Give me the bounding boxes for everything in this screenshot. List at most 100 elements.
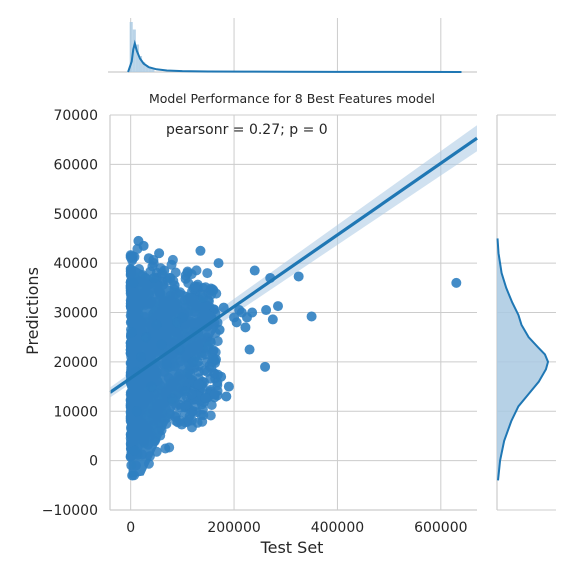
- scatter-point: [131, 406, 142, 417]
- scatter-point: [197, 416, 208, 427]
- scatter-point: [143, 253, 154, 264]
- scatter-point: [216, 371, 227, 382]
- scatter-point: [170, 411, 181, 422]
- scatter-point: [126, 327, 137, 338]
- y-tick-label: 30000: [53, 306, 98, 322]
- scatter-point: [293, 271, 304, 282]
- scatter-point: [129, 445, 140, 456]
- marginal-y-kde-fill: [497, 238, 548, 481]
- scatter-point: [185, 369, 196, 380]
- scatter-point: [202, 268, 213, 279]
- marginal-x-hist-bar: [135, 44, 139, 72]
- scatter-point: [200, 392, 211, 403]
- scatter-point: [126, 251, 137, 262]
- scatter-point: [240, 322, 251, 333]
- scatter-point: [261, 305, 272, 316]
- scatter-point: [172, 317, 183, 328]
- marginal-x-hist-bar: [151, 68, 155, 72]
- scatter-point: [154, 248, 165, 259]
- marginal-x-hist-bar: [138, 56, 143, 72]
- scatter-point: [193, 379, 204, 390]
- scatter-point: [183, 414, 194, 425]
- scatter-point: [267, 314, 278, 325]
- y-tick-label: 60000: [53, 157, 98, 173]
- y-tick-label: 50000: [53, 207, 98, 223]
- scatter-point: [159, 265, 170, 276]
- scatter-point: [249, 265, 260, 276]
- x-tick-label: 600000: [414, 520, 467, 536]
- x-tick-label: 0: [126, 520, 135, 536]
- scatter-point: [200, 349, 211, 360]
- scatter-point: [209, 389, 220, 400]
- scatter-point: [229, 312, 240, 323]
- x-tick-label: 400000: [311, 520, 364, 536]
- scatter-point: [151, 319, 162, 330]
- chart-title: Model Performance for 8 Best Features mo…: [149, 91, 435, 106]
- scatter-point: [179, 386, 190, 397]
- scatter-point: [169, 280, 180, 291]
- y-tick-label: 70000: [53, 108, 98, 124]
- x-axis-label: Test Set: [260, 538, 324, 557]
- marginal-x-layer: [127, 22, 462, 73]
- scatter-point: [223, 381, 234, 392]
- pearson-annotation: pearsonr = 0.27; p = 0: [166, 122, 328, 138]
- scatter-point: [306, 311, 317, 322]
- scatter-point: [182, 268, 193, 278]
- x-tick-label: 200000: [207, 520, 260, 536]
- scatter-point: [187, 356, 198, 367]
- dense-point-cloud: [128, 263, 219, 478]
- regression-line: [109, 136, 478, 394]
- scatter-point: [127, 470, 138, 481]
- scatter-point: [164, 272, 175, 283]
- y-tick-label: 40000: [53, 256, 98, 272]
- scatter-point: [451, 277, 462, 288]
- scatter-point: [206, 399, 217, 410]
- scatter-point: [167, 254, 178, 265]
- scatter-point: [164, 442, 175, 453]
- marginal-x-hist-bar: [145, 65, 149, 72]
- scatter-point: [195, 245, 206, 256]
- scatter-point: [208, 285, 219, 296]
- scatter-point: [167, 393, 178, 404]
- y-tick-label: −10000: [42, 503, 98, 519]
- scatter-point: [136, 351, 147, 362]
- y-tick-label: 0: [89, 454, 98, 470]
- scatter-point: [133, 235, 144, 246]
- marginal-x-hist-bar: [129, 22, 133, 72]
- scatter-point: [212, 380, 223, 391]
- marginal-x-kde: [127, 39, 462, 73]
- scatter-point: [161, 359, 172, 370]
- scatter-point: [146, 381, 157, 392]
- marginal-x-hist-bar: [132, 29, 136, 72]
- scatter-point: [260, 361, 271, 372]
- scatter-point: [213, 258, 224, 269]
- scatter-point: [221, 391, 232, 402]
- y-tick-label: 10000: [53, 404, 98, 420]
- point-layer: [125, 235, 462, 481]
- marginal-x-hist-bar: [148, 67, 152, 72]
- scatter-point: [141, 332, 152, 343]
- scatter-point: [176, 402, 187, 413]
- scatter-point: [234, 305, 245, 316]
- scatter-point: [200, 282, 211, 293]
- marginal-x-hist-bar: [142, 62, 146, 72]
- axis-layer: −10000 0 10000 20000 30000 40000 50000 60000 700…: [42, 71, 498, 536]
- scatter-point: [189, 281, 200, 292]
- y-tick-label: 20000: [53, 355, 98, 371]
- scatter-point: [128, 277, 139, 288]
- y-axis-label: Predictions: [23, 267, 42, 355]
- scatter-point: [156, 339, 167, 350]
- scatter-point: [205, 410, 216, 421]
- scatter-point: [189, 400, 200, 411]
- scatter-point: [272, 301, 283, 312]
- scatter-point: [148, 272, 159, 283]
- scatter-point: [197, 404, 208, 415]
- scatter-point: [202, 366, 213, 377]
- scatter-point: [210, 354, 221, 365]
- marginal-y-kde: [496, 238, 550, 481]
- regression-line-layer: [109, 136, 478, 394]
- scatter-point: [214, 324, 225, 335]
- scatter-point: [198, 292, 209, 303]
